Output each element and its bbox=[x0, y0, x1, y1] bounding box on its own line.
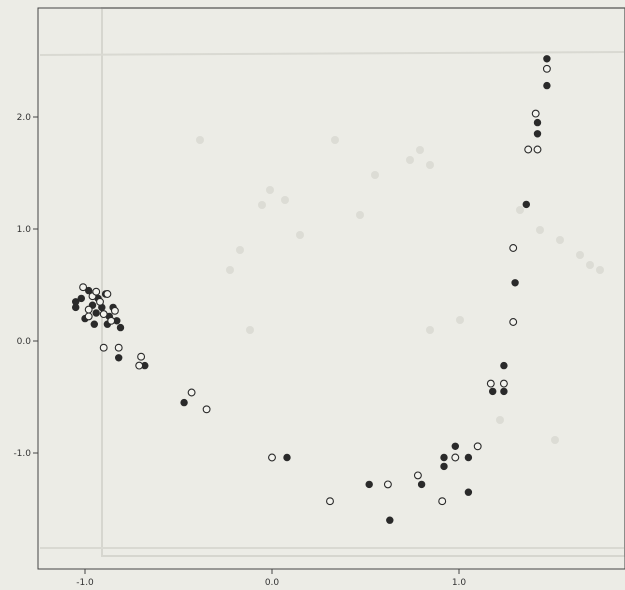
data-points bbox=[71, 55, 551, 524]
x-tick-label: 0.0 bbox=[265, 578, 280, 588]
filled-point bbox=[464, 488, 473, 496]
filled-point bbox=[543, 55, 551, 63]
ghost-mark bbox=[556, 236, 564, 244]
filled-point bbox=[92, 309, 100, 317]
filled-point bbox=[500, 361, 508, 370]
y-tick-label: 2.0 bbox=[17, 113, 32, 123]
open-point bbox=[84, 305, 93, 314]
ghost-mark bbox=[406, 156, 414, 164]
ghost-mark bbox=[496, 416, 504, 424]
x-tick-label: 1.0 bbox=[452, 578, 467, 588]
open-point bbox=[451, 453, 460, 462]
open-point bbox=[499, 379, 508, 388]
filled-point bbox=[386, 516, 394, 524]
open-point bbox=[99, 343, 108, 352]
ghost-frame bbox=[101, 7, 625, 557]
ghost-mark bbox=[551, 436, 559, 444]
open-point bbox=[413, 471, 422, 480]
open-point bbox=[438, 497, 447, 506]
filled-point bbox=[417, 480, 426, 489]
filled-point bbox=[77, 294, 86, 303]
ghost-mark bbox=[246, 326, 254, 334]
ghost-line bbox=[39, 51, 625, 56]
y-tick-label: 0.0 bbox=[17, 337, 32, 347]
background-layer bbox=[39, 7, 625, 557]
filled-point bbox=[533, 118, 542, 127]
ghost-mark bbox=[266, 186, 274, 194]
plot-frame bbox=[37, 7, 625, 570]
filled-point bbox=[180, 398, 188, 407]
open-point bbox=[524, 145, 533, 154]
open-point bbox=[137, 352, 146, 361]
filled-point bbox=[522, 200, 530, 209]
open-point bbox=[202, 405, 211, 414]
filled-point bbox=[71, 303, 80, 312]
ghost-mark bbox=[371, 171, 379, 179]
ghost-mark bbox=[258, 201, 266, 209]
ghost-mark bbox=[196, 136, 204, 144]
x-tick-label: -1.0 bbox=[76, 578, 94, 588]
ghost-mark bbox=[576, 251, 584, 259]
ghost-mark bbox=[456, 316, 464, 324]
ghost-mark bbox=[426, 326, 434, 334]
open-point bbox=[99, 310, 108, 319]
open-point bbox=[326, 497, 334, 506]
open-point bbox=[92, 287, 101, 296]
open-point bbox=[84, 312, 93, 321]
filled-point bbox=[114, 354, 123, 362]
filled-point bbox=[283, 453, 291, 462]
open-point bbox=[96, 297, 104, 306]
open-point bbox=[103, 290, 112, 298]
open-point bbox=[509, 318, 518, 326]
y-tick-label: -1.0 bbox=[13, 449, 31, 459]
ghost-mark bbox=[356, 211, 364, 219]
filled-point bbox=[365, 480, 373, 489]
ghost-mark bbox=[596, 266, 604, 274]
open-point bbox=[135, 361, 144, 370]
filled-point bbox=[440, 453, 448, 462]
open-point bbox=[187, 388, 196, 397]
open-point bbox=[533, 145, 542, 154]
filled-point bbox=[500, 387, 508, 396]
filled-point bbox=[451, 442, 459, 450]
filled-point bbox=[464, 453, 473, 462]
filled-point bbox=[90, 320, 99, 328]
filled-point bbox=[489, 387, 497, 396]
axis-ticks: -1.0 0.0 1.0 2.0 1.0 0.0 -1.0 bbox=[13, 113, 466, 588]
filled-point bbox=[543, 81, 551, 90]
filled-point bbox=[84, 286, 93, 295]
ghost-mark bbox=[416, 146, 424, 154]
ghost-mark bbox=[426, 161, 434, 169]
ghost-mark bbox=[296, 231, 304, 239]
ghost-mark bbox=[226, 266, 234, 274]
y-tick-label: 1.0 bbox=[17, 225, 32, 235]
open-point bbox=[473, 442, 482, 451]
ghost-mark bbox=[281, 196, 289, 204]
ghost-mark bbox=[516, 206, 524, 214]
filled-point bbox=[511, 279, 519, 287]
open-point bbox=[110, 306, 119, 315]
open-point bbox=[509, 244, 518, 252]
ghost-mark bbox=[536, 226, 544, 234]
open-point bbox=[79, 283, 88, 292]
open-point bbox=[542, 64, 551, 73]
open-point bbox=[114, 343, 123, 352]
ghost-mark bbox=[236, 246, 244, 254]
filled-point bbox=[116, 323, 125, 332]
ghost-mark bbox=[586, 261, 594, 269]
ghost-mark bbox=[331, 136, 339, 144]
filled-point bbox=[533, 130, 542, 138]
open-point bbox=[383, 480, 392, 489]
open-point bbox=[486, 379, 495, 388]
open-point bbox=[268, 453, 276, 462]
open-point bbox=[107, 316, 116, 325]
open-point bbox=[531, 109, 540, 118]
filled-point bbox=[440, 462, 448, 471]
